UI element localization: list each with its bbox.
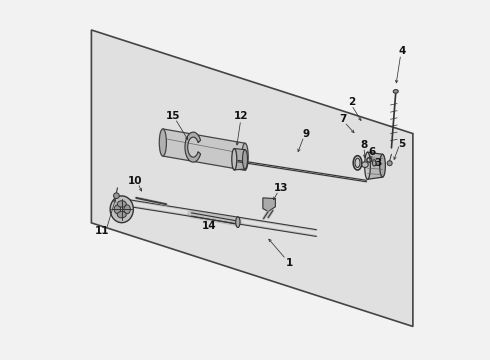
- Text: 4: 4: [398, 46, 406, 57]
- Text: 2: 2: [348, 97, 355, 107]
- Circle shape: [387, 161, 392, 166]
- Ellipse shape: [380, 154, 386, 177]
- Ellipse shape: [124, 205, 130, 214]
- Text: 3: 3: [374, 158, 382, 168]
- Polygon shape: [92, 30, 413, 327]
- Text: 6: 6: [368, 147, 375, 157]
- Ellipse shape: [117, 211, 126, 218]
- Ellipse shape: [362, 162, 368, 167]
- Circle shape: [114, 193, 119, 199]
- Ellipse shape: [110, 196, 133, 223]
- Ellipse shape: [236, 217, 240, 228]
- Polygon shape: [368, 152, 383, 179]
- Text: 13: 13: [273, 183, 288, 193]
- Ellipse shape: [242, 143, 248, 170]
- Ellipse shape: [114, 205, 121, 214]
- Text: 11: 11: [95, 226, 109, 236]
- Text: 12: 12: [234, 111, 249, 121]
- Polygon shape: [163, 129, 245, 170]
- Text: 10: 10: [128, 176, 142, 186]
- Polygon shape: [185, 132, 200, 162]
- Text: 7: 7: [340, 114, 347, 124]
- Text: 14: 14: [202, 221, 217, 231]
- Text: 1: 1: [286, 258, 294, 268]
- Text: 8: 8: [360, 140, 368, 150]
- Ellipse shape: [372, 159, 376, 166]
- Ellipse shape: [365, 152, 370, 179]
- Text: 15: 15: [166, 111, 180, 121]
- Text: 5: 5: [398, 139, 406, 149]
- Text: 9: 9: [302, 129, 309, 139]
- Polygon shape: [234, 149, 245, 170]
- Ellipse shape: [393, 90, 398, 93]
- Ellipse shape: [117, 201, 126, 207]
- Ellipse shape: [159, 129, 167, 156]
- Ellipse shape: [243, 150, 247, 169]
- Ellipse shape: [232, 149, 237, 170]
- Polygon shape: [263, 198, 275, 211]
- Ellipse shape: [355, 158, 360, 167]
